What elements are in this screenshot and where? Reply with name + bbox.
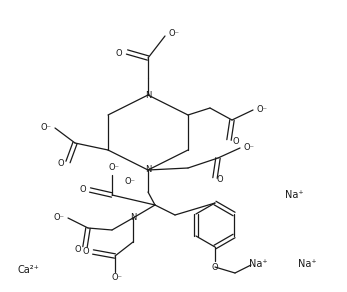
Text: O: O: [233, 136, 239, 145]
Text: Na⁺: Na⁺: [298, 259, 316, 269]
Text: N: N: [145, 91, 151, 100]
Text: O⁻: O⁻: [244, 142, 254, 152]
Text: O: O: [217, 175, 223, 183]
Text: O⁻: O⁻: [111, 274, 122, 282]
Text: O⁻: O⁻: [169, 29, 179, 37]
Text: O⁻: O⁻: [53, 213, 65, 222]
Text: O: O: [75, 244, 81, 253]
Text: O: O: [83, 248, 89, 256]
Text: O: O: [116, 48, 122, 58]
Text: O: O: [80, 185, 86, 194]
Text: O⁻: O⁻: [41, 123, 51, 131]
Text: O⁻: O⁻: [125, 178, 135, 187]
Text: O⁻: O⁻: [109, 163, 119, 171]
Text: O: O: [212, 263, 218, 272]
Text: O: O: [58, 159, 64, 168]
Text: Na⁺: Na⁺: [249, 259, 267, 269]
Text: N: N: [130, 213, 136, 223]
Text: N: N: [145, 166, 151, 175]
Text: O⁻: O⁻: [256, 105, 268, 114]
Text: Na⁺: Na⁺: [285, 190, 303, 200]
Text: Ca²⁺: Ca²⁺: [17, 265, 39, 275]
